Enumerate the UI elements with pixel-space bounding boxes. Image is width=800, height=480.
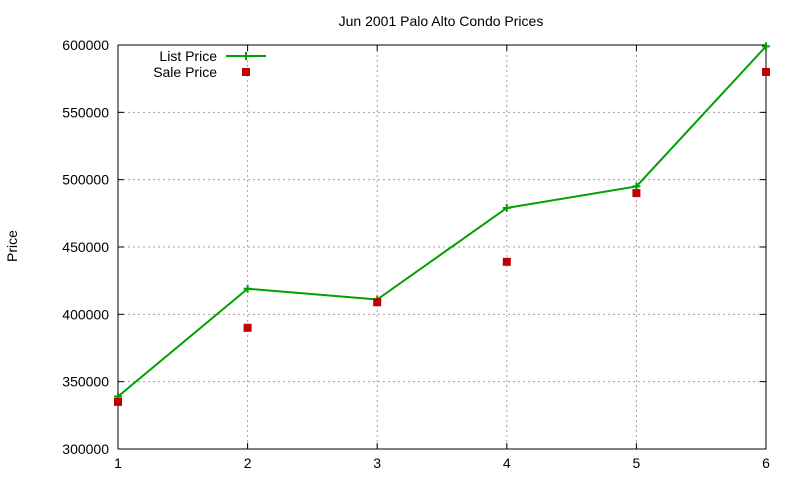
data-series [114, 42, 770, 406]
y-tick-label: 400000 [62, 306, 109, 322]
series-list-price [114, 42, 770, 401]
legend-marker [242, 52, 250, 60]
list-price-point [762, 42, 770, 51]
y-axis-label: Price [4, 230, 20, 262]
sale-price-point [114, 397, 122, 406]
list-price-line [117, 45, 767, 398]
sale-price-point [243, 323, 252, 332]
sale-price-point [762, 67, 770, 76]
axes: 1 2 3 4 5 6 300000 350000 400000 450000 500000 5500… [62, 37, 770, 471]
y-tick-label: 350000 [62, 374, 109, 390]
list-price-point [243, 284, 252, 293]
y-tick-label: 600000 [62, 37, 109, 53]
sale-price-point [373, 298, 382, 307]
sale-price-point [502, 257, 511, 266]
y-tick-label: 450000 [62, 239, 109, 255]
x-tick-label: 2 [244, 455, 252, 471]
grid [118, 45, 766, 449]
legend-label: Sale Price [153, 64, 217, 80]
x-tick-label: 1 [114, 455, 122, 471]
legend-marker [242, 68, 250, 76]
legend-label: List Price [159, 48, 217, 64]
y-tick-label: 550000 [62, 104, 109, 120]
list-price-point [632, 182, 641, 191]
series-sale-price [114, 67, 770, 406]
x-tick-label: 4 [503, 455, 511, 471]
sale-price-point [632, 189, 641, 198]
x-tick-label: 6 [762, 455, 770, 471]
list-price-point [502, 203, 511, 212]
x-tick-label: 5 [633, 455, 641, 471]
chart-title: Jun 2001 Palo Alto Condo Prices [339, 13, 544, 29]
y-tick-label: 300000 [62, 441, 109, 457]
y-tick-label: 500000 [62, 172, 109, 188]
x-tick-label: 3 [373, 455, 381, 471]
